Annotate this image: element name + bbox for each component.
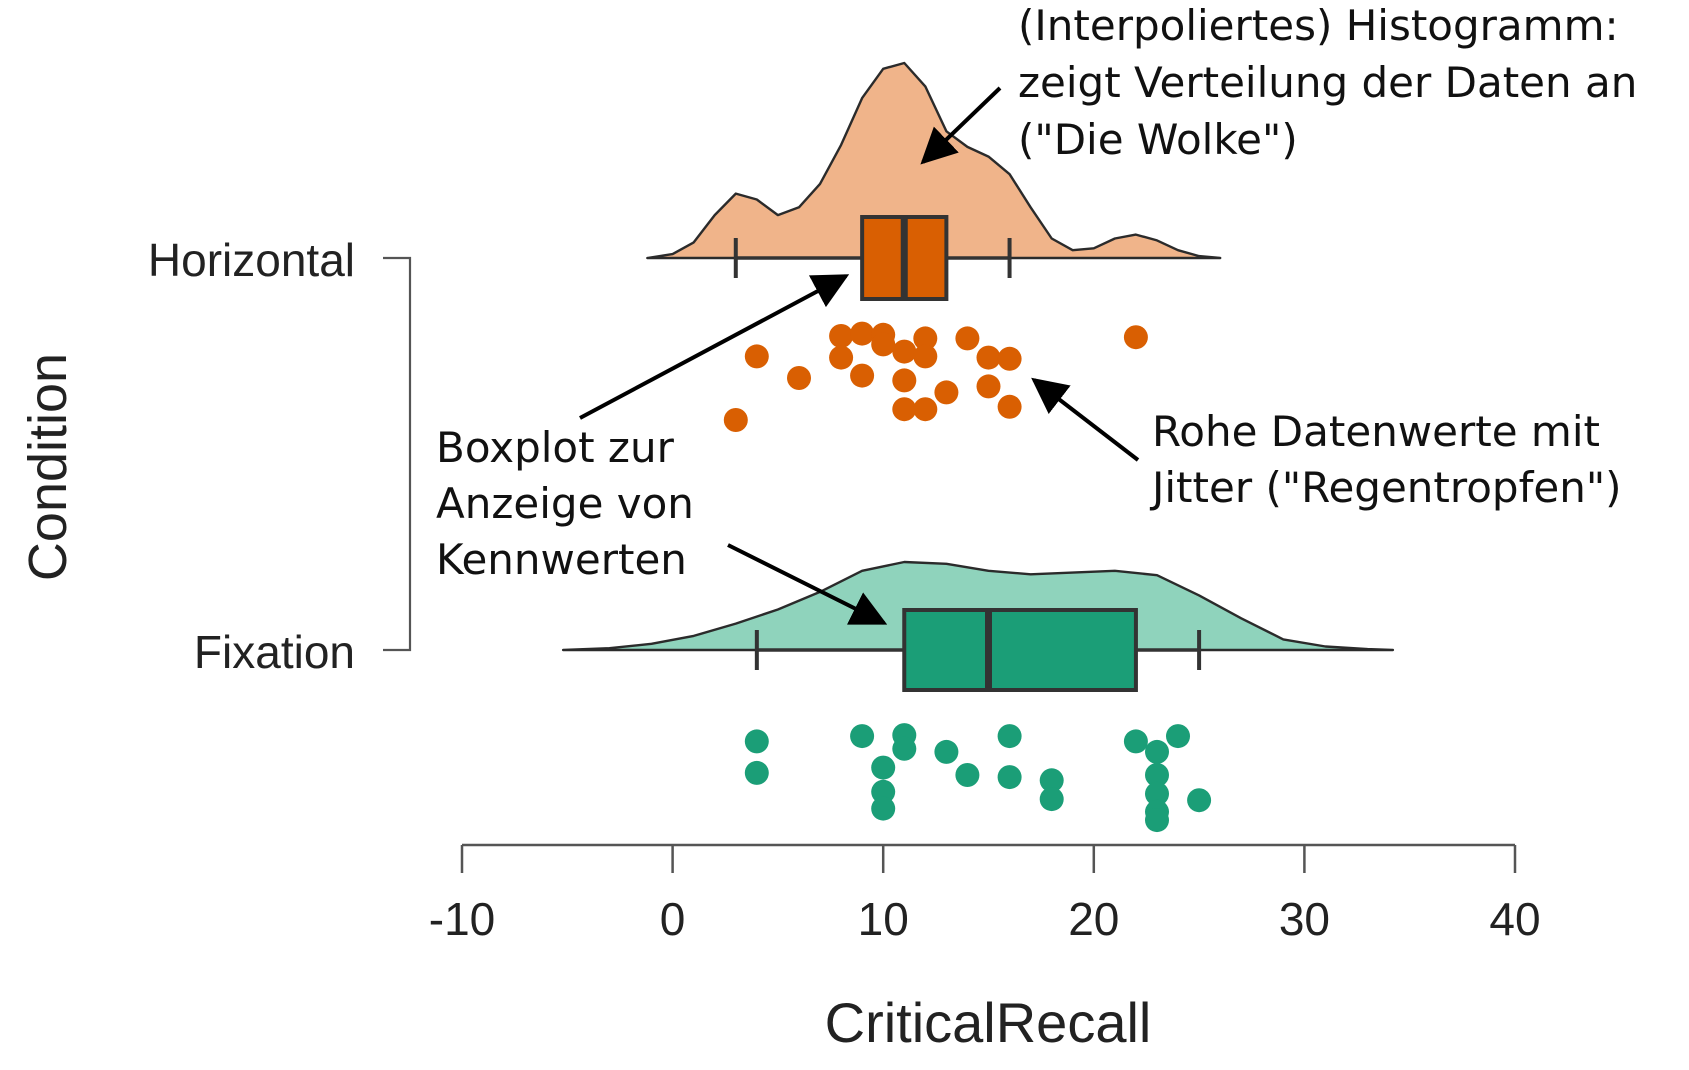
raindrop-fixation-1 <box>744 729 769 754</box>
category-label-horizontal: Horizontal <box>148 234 355 286</box>
raindrop-fixation-15 <box>1145 763 1169 787</box>
raindrop-fixation-6 <box>1166 724 1190 749</box>
raindrop-horizontal-4 <box>871 332 896 357</box>
raindrop-horizontal-13 <box>997 346 1022 371</box>
raincloud-fixation <box>561 560 1395 833</box>
raindrop-horizontal-16 <box>892 368 917 393</box>
raindrop-fixation-10 <box>744 760 769 785</box>
annotation-boxplot-line-2: Anzeige von <box>436 479 694 528</box>
raindrop-fixation-7 <box>892 736 917 761</box>
raindrop-fixation-22 <box>1145 808 1169 833</box>
raindrop-fixation-18 <box>1145 781 1169 806</box>
x-tick-label-4: 20 <box>1068 893 1119 945</box>
raindrop-fixation-12 <box>955 763 980 787</box>
raindrop-fixation-13 <box>997 765 1022 790</box>
x-tick-label-1: -10 <box>429 893 495 945</box>
raindrop-horizontal-2 <box>850 321 875 346</box>
x-tick-label-2: 0 <box>660 893 686 945</box>
raindrop-horizontal-20 <box>892 397 917 422</box>
raindrop-horizontal-12 <box>976 345 1001 370</box>
x-tick-label-5: 30 <box>1279 893 1330 945</box>
raindrop-fixation-20 <box>871 796 896 821</box>
raindrop-horizontal-15 <box>850 363 875 388</box>
box-fixation <box>902 608 1138 692</box>
annotation-raindrops-line-1: Rohe Datenwerte mit <box>1152 407 1600 456</box>
annotation-boxplot-line-1: Boxplot zur <box>436 423 675 472</box>
raindrop-horizontal-17 <box>934 380 959 405</box>
raindrop-horizontal-19 <box>723 408 748 432</box>
annotation-raindrops-arrow <box>1031 377 1140 462</box>
raindrop-horizontal-6 <box>955 326 980 351</box>
raindrop-fixation-14 <box>1039 768 1064 793</box>
raindrop-horizontal-10 <box>892 339 917 364</box>
raindrop-fixation-2 <box>850 724 875 749</box>
annotation-raindrops-line-2: Jitter ("Regentropfen") <box>1149 463 1622 512</box>
raindrop-horizontal-8 <box>744 344 769 369</box>
raindrop-fixation-16 <box>871 779 896 804</box>
annotation-boxplot-arrow-lower <box>727 543 888 625</box>
raindrop-horizontal-22 <box>997 394 1022 419</box>
x-tick-label-3: 10 <box>858 893 909 945</box>
raindrop-horizontal-7 <box>1123 325 1148 350</box>
raindrop-fixation-8 <box>934 739 959 764</box>
raindrop-horizontal-9 <box>829 345 854 370</box>
annotation-density-line-1: (Interpoliertes) Histogramm: <box>1018 1 1619 50</box>
raindrop-horizontal-11 <box>913 344 938 369</box>
raindrop-fixation-11 <box>871 755 896 780</box>
category-label-fixation: Fixation <box>194 626 355 678</box>
annotation-boxplot: Boxplot zur Anzeige von Kennwerten <box>436 274 888 625</box>
annotation-density-line-3: ("Die Wolke") <box>1018 115 1298 164</box>
raindrop-horizontal-1 <box>829 324 854 348</box>
annotation-density-line-2: zeigt Verteilung der Daten an <box>1018 58 1637 107</box>
raindrop-fixation-9 <box>1145 739 1169 764</box>
y-axis-title: Condition <box>18 353 78 581</box>
raindrop-horizontal-21 <box>913 397 938 422</box>
raindrop-fixation-19 <box>1187 788 1212 813</box>
density-cloud-fixation <box>561 560 1395 652</box>
raindrop-fixation-4 <box>997 724 1022 749</box>
x-axis-title: CriticalRecall <box>825 991 1152 1054</box>
x-axis: -10 0 10 20 30 40 <box>429 843 1541 945</box>
raindrop-fixation-5 <box>1123 729 1148 754</box>
annotation-boxplot-arrow-upper <box>579 274 850 420</box>
raindrop-horizontal-14 <box>787 366 811 390</box>
annotation-boxplot-line-3: Kennwerten <box>436 535 687 584</box>
raindrop-fixation-17 <box>1039 787 1064 812</box>
raindrop-horizontal-18 <box>976 374 1001 399</box>
annotation-raindrops: Rohe Datenwerte mit Jitter ("Regentropfe… <box>1031 377 1622 512</box>
raindrop-horizontal-5 <box>913 326 938 351</box>
x-tick-label-6: 40 <box>1489 893 1540 945</box>
annotation-density: (Interpoliertes) Histogramm: zeigt Verte… <box>920 1 1637 165</box>
annotation-density-arrow <box>920 86 1002 165</box>
y-axis-line <box>383 256 412 652</box>
